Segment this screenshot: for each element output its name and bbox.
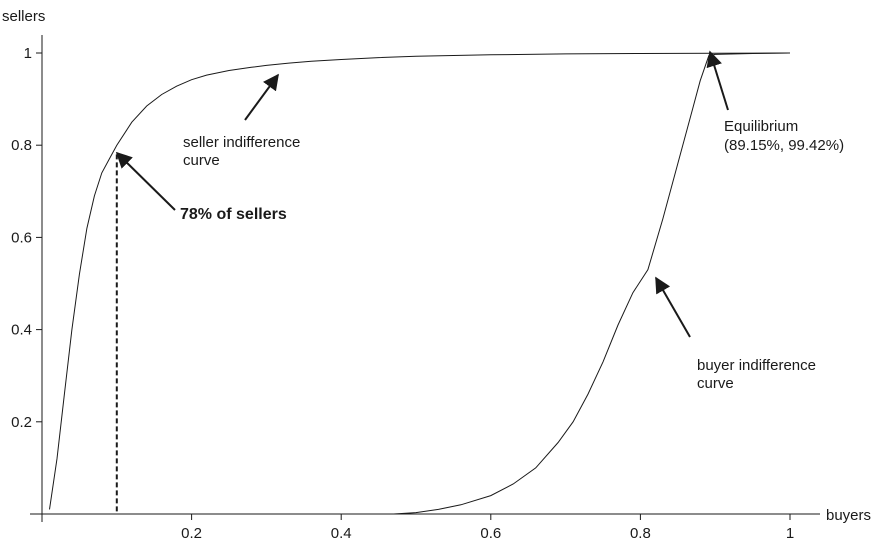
y-ticks: 0.2 0.4 0.6 0.8 1 [11, 45, 42, 431]
x-tick-label: 0.4 [331, 525, 352, 542]
equilibrium-arrow [706, 50, 729, 111]
seller-curve-label-line-1: seller indifference [183, 134, 300, 151]
buyer-indifference-curve [393, 52, 791, 515]
y-tick-label: 0.6 [11, 229, 32, 246]
x-axis-title: buyers [826, 507, 871, 524]
sellers-share-arrow [115, 151, 176, 211]
x-tick-label: 0.8 [630, 525, 651, 542]
buyer-curve-label-line-1: buyer indifference [697, 357, 816, 374]
seller-indifference-curve [49, 52, 791, 510]
x-tick-label: 1 [786, 525, 794, 542]
y-tick-label: 0.2 [11, 414, 32, 431]
y-tick-label: 0.4 [11, 322, 32, 339]
equilibrium-label-line-2: (89.15%, 99.42%) [724, 137, 844, 154]
buyer-curve-label-line-2: curve [697, 375, 734, 392]
equilibrium-label-line-1: Equilibrium [724, 118, 798, 135]
y-tick-label: 0.8 [11, 137, 32, 154]
seller-curve-label-line-2: curve [183, 152, 220, 169]
seller-curve-arrow [244, 73, 279, 121]
buyer-curve-arrow [655, 276, 691, 338]
sellers-share-label: 78% of sellers [180, 206, 287, 223]
x-tick-label: 0.6 [480, 525, 501, 542]
x-tick-label: 0.2 [181, 525, 202, 542]
x-ticks: 0.2 0.4 0.6 0.8 1 [181, 514, 794, 542]
y-axis-title: sellers [2, 8, 45, 25]
y-tick-label: 1 [24, 45, 32, 62]
